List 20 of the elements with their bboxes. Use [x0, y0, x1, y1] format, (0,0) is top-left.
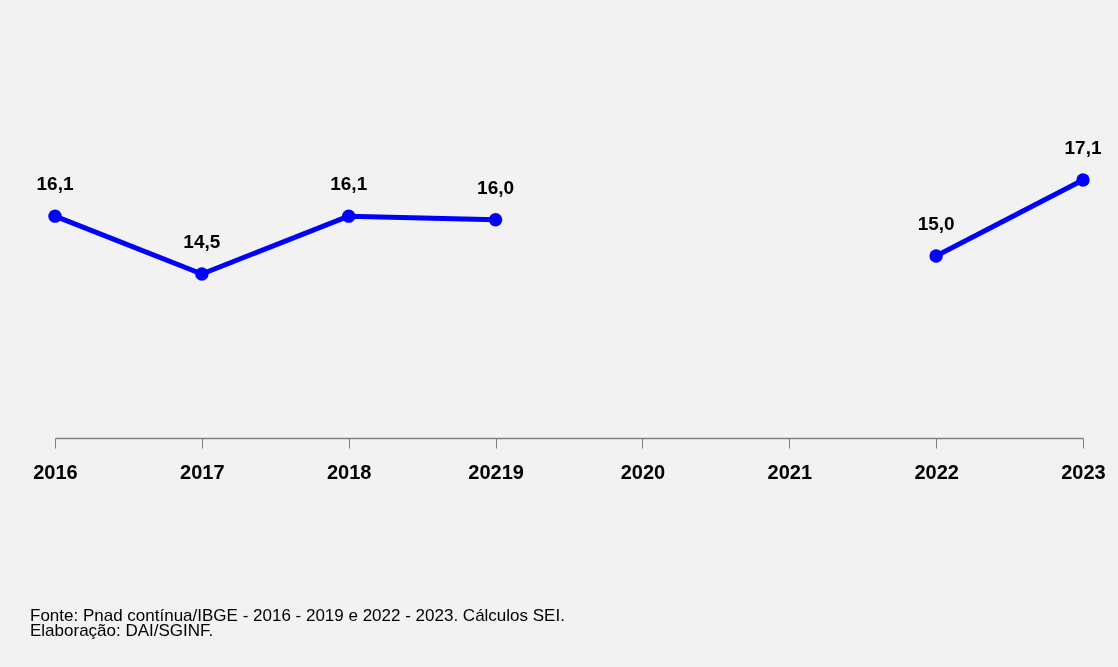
x-tick-label: 2021	[767, 460, 813, 483]
x-tick-label: 2018	[326, 460, 372, 483]
data-label: 14,5	[183, 231, 221, 252]
x-tick-label: 2017	[180, 460, 225, 483]
data-label: 16,1	[36, 173, 74, 195]
point	[488, 213, 503, 227]
x-tick-label: 20219	[468, 460, 524, 483]
x-tick-label: 2022	[914, 460, 959, 483]
data-label: 16,0	[477, 176, 515, 198]
point	[195, 267, 209, 281]
x-tick-label: 2016	[33, 460, 78, 483]
data-label: 17,1	[1064, 137, 1102, 158]
point	[342, 209, 356, 223]
x-tick-label: 2020	[620, 460, 666, 483]
data-label: 15,0	[917, 212, 955, 234]
point	[1076, 173, 1090, 187]
point	[48, 209, 62, 223]
x-tick-label: 2023	[1061, 460, 1106, 483]
point	[929, 249, 943, 263]
data-label: 16,1	[330, 173, 368, 195]
